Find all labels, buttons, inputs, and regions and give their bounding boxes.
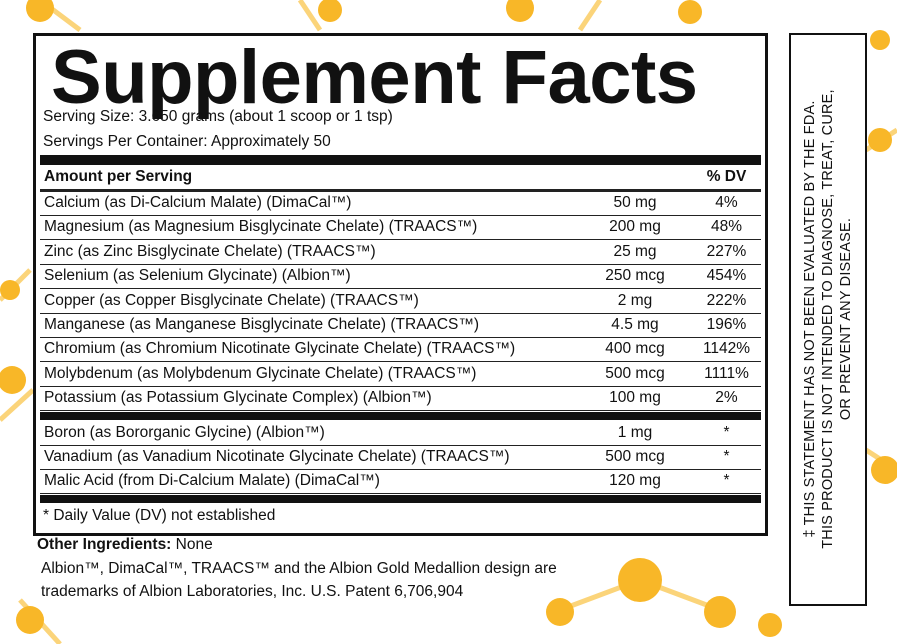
nutrient-row: Zinc (as Zinc Bisglycinate Chelate) (TRA… [40, 240, 761, 265]
nutrient-row: Malic Acid (from Di-Calcium Malate) (Dim… [40, 469, 761, 495]
nutrient-name: Malic Acid (from Di-Calcium Malate) (Dim… [44, 472, 380, 490]
nutrient-name: Zinc (as Zinc Bisglycinate Chelate) (TRA… [44, 242, 376, 260]
trademark-line: trademarks of Albion Laboratories, Inc. … [41, 583, 464, 600]
other-ingredients: Other Ingredients: None [37, 536, 213, 554]
daily-value: 48% [710, 218, 743, 236]
fda-statement-box: ‡ THIS STATEMENT HAS NOT BEEN EVALUATED … [789, 33, 867, 606]
amount: 1 mg [617, 423, 653, 441]
facts-panel: Supplement Facts Serving Size: 3.650 gra… [33, 33, 768, 536]
nutrient-name: Potassium (as Potassium Glycinate Comple… [44, 389, 432, 407]
nutrient-name: Manganese (as Manganese Bisglycinate Che… [44, 316, 480, 333]
other-label: Other Ingredients: [37, 536, 172, 553]
trademark-line: Albion™, DimaCal™, TRAACS™ and the Albio… [41, 560, 557, 577]
daily-value: 227% [706, 242, 747, 260]
thick-divider [40, 411, 761, 420]
other-text: None [175, 536, 213, 553]
amount: 4.5 mg [611, 316, 659, 333]
daily-value: 2% [715, 389, 738, 407]
nutrient-name: Vanadium (as Vanadium Nicotinate Glycina… [44, 448, 510, 465]
nutrient-row: Chromium (as Chromium Nicotinate Glycina… [40, 337, 761, 363]
nutrient-row: Copper (as Copper Bisglycinate Chelate) … [40, 289, 761, 314]
amount: 50 mg [613, 194, 657, 211]
nutrient-name: Copper (as Copper Bisglycinate Chelate) … [44, 291, 419, 309]
footnote: * Daily Value (DV) not established [43, 506, 276, 524]
statement-line: ‡ THIS STATEMENT HAS NOT BEEN EVALUATED … [802, 100, 818, 538]
amount: 2 mg [617, 291, 653, 309]
daily-value: 1142% [702, 340, 751, 358]
daily-value: * [723, 472, 730, 490]
daily-value: * [723, 423, 730, 441]
serving-size: Serving Size: 3.650 grams (about 1 scoop… [43, 108, 393, 125]
nutrient-name: Boron (as Bororganic Glycine) (Albion™) [44, 423, 325, 441]
amount: 500 mcg [605, 364, 665, 382]
daily-value: 454% [706, 267, 747, 285]
nutrient-name: Selenium (as Selenium Glycinate) (Albion… [44, 267, 351, 285]
daily-value: * [723, 448, 730, 465]
header-amount: Amount per Serving [44, 168, 193, 185]
thick-divider [40, 494, 761, 503]
amount: 100 mg [609, 389, 661, 407]
nutrient-name: Molybdenum (as Molybdenum Glycinate Chel… [44, 364, 477, 382]
nutrient-name: Chromium (as Chromium Nicotinate Glycina… [44, 340, 516, 358]
statement-line: THIS PRODUCT IS NOT INTENDED TO DIAGNOSE… [820, 89, 836, 549]
thick-divider [40, 155, 761, 165]
header-row: Amount per Serving % DV [40, 165, 761, 192]
daily-value: 196% [706, 316, 747, 333]
nutrient-name: Calcium (as Di-Calcium Malate) (DimaCal™… [44, 194, 352, 211]
amount: 400 mcg [605, 340, 665, 358]
fda-statement: ‡ THIS STATEMENT HAS NOT BEEN EVALUATED … [801, 39, 855, 599]
header-dv: % DV [706, 168, 747, 185]
nutrient-row: Molybdenum (as Molybdenum Glycinate Chel… [40, 362, 761, 387]
nutrient-row: Magnesium (as Magnesium Bisglycinate Che… [40, 215, 761, 241]
servings-per-container: Servings Per Container: Approximately 50 [43, 133, 331, 150]
amount: 200 mg [609, 218, 661, 236]
daily-value: 1111% [704, 364, 749, 382]
nutrient-row: Boron (as Bororganic Glycine) (Albion™) 1… [40, 421, 761, 446]
nutrient-row: Selenium (as Selenium Glycinate) (Albion… [40, 264, 761, 290]
amount: 250 mcg [605, 267, 665, 285]
statement-line: OR PREVENT ANY DISEASE. [838, 217, 854, 421]
amount: 500 mcg [605, 448, 665, 465]
nutrient-name: Magnesium (as Magnesium Bisglycinate Che… [44, 218, 478, 236]
nutrient-row: Potassium (as Potassium Glycinate Comple… [40, 386, 761, 412]
amount: 25 mg [613, 242, 657, 260]
daily-value: 222% [706, 291, 747, 309]
nutrient-row: Manganese (as Manganese Bisglycinate Che… [40, 313, 761, 338]
title: Supplement Facts [51, 35, 698, 120]
nutrient-row: Calcium (as Di-Calcium Malate) (DimaCal™… [40, 191, 761, 216]
amount: 120 mg [609, 472, 661, 490]
nutrient-row: Vanadium (as Vanadium Nicotinate Glycina… [40, 445, 761, 470]
daily-value: 4% [715, 194, 738, 211]
